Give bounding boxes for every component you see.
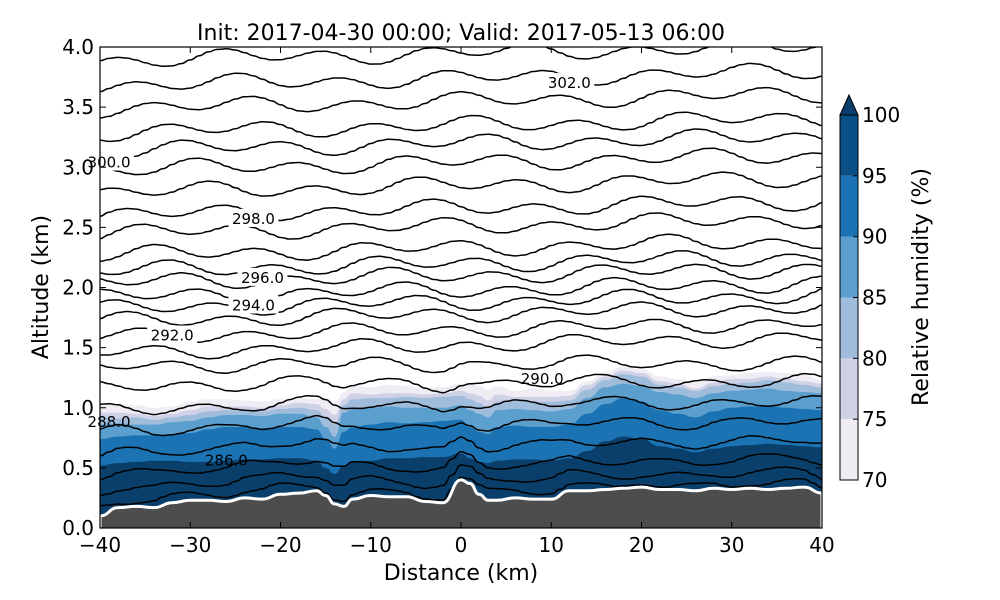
colorbar: 70 75 80 85 90 95 100	[839, 93, 900, 492]
contour-label: 296.0	[237, 267, 288, 287]
theta-contour-line	[100, 62, 822, 93]
y-tick-label: 1.0	[62, 396, 94, 420]
y-tick-label: 2.5	[62, 215, 94, 239]
potential-temperature-contours	[100, 47, 822, 507]
colorbar-tick-label: 85	[862, 286, 887, 310]
theta-contour-line	[100, 233, 822, 263]
theta-contour-line	[100, 450, 822, 481]
svg-text:288.0: 288.0	[88, 413, 131, 431]
contour-label: 300.0	[84, 152, 135, 171]
theta-contour-line	[100, 195, 822, 222]
theta-contour-line	[100, 395, 822, 416]
svg-text:300.0: 300.0	[88, 153, 131, 171]
colorbar-label: Relative humidity (%)	[909, 168, 934, 406]
theta-contour-line	[100, 263, 822, 290]
y-tick-label: 3.5	[62, 95, 94, 119]
y-tick-label: 0.5	[62, 456, 94, 480]
colorbar-segment	[840, 175, 858, 237]
colorbar-segment	[840, 358, 858, 420]
theta-contour-line	[100, 111, 822, 143]
contour-label: 298.0	[228, 208, 279, 228]
theta-contour-line	[100, 275, 822, 305]
x-tick-label: −10	[350, 533, 392, 557]
y-tick-label: 2.0	[62, 276, 94, 300]
theta-contour-line	[100, 128, 822, 159]
theta-contour-line	[100, 171, 822, 197]
colorbar-segment	[840, 115, 858, 176]
colorbar-tick-label: 80	[862, 346, 887, 370]
svg-text:290.0: 290.0	[521, 370, 564, 388]
y-tick-label: 3.0	[62, 155, 94, 179]
terrain-fill	[100, 478, 822, 528]
theta-contour-line	[100, 250, 822, 276]
theta-contour-line	[100, 435, 822, 457]
colorbar-tick-label: 75	[862, 407, 887, 431]
x-tick-label: 0	[455, 533, 468, 557]
theta-contour-line	[100, 212, 822, 240]
colorbar-segment	[840, 297, 858, 359]
contour-label: 294.0	[228, 295, 279, 315]
theta-contour-line	[100, 86, 822, 119]
contour-label: 302.0	[544, 73, 595, 92]
svg-text:294.0: 294.0	[232, 297, 275, 315]
x-tick-label: 10	[539, 533, 564, 557]
theta-contour-line	[100, 318, 822, 343]
theta-contour-line	[100, 301, 822, 327]
x-axis-label: Distance (km)	[384, 561, 539, 586]
svg-text:302.0: 302.0	[548, 74, 591, 92]
y-axis: 0.0 0.5 1.0 1.5 2.0 2.5 3.0 3.5 4.0	[62, 35, 822, 540]
svg-text:292.0: 292.0	[151, 327, 194, 345]
theta-contour-line	[100, 372, 822, 394]
svg-text:286.0: 286.0	[205, 452, 248, 470]
theta-contour-line	[100, 288, 822, 316]
theta-contour-line	[100, 147, 822, 176]
colorbar-tick-label: 90	[862, 225, 887, 249]
y-tick-label: 0.0	[62, 516, 94, 540]
theta-contour-line	[100, 332, 822, 360]
x-tick-label: 30	[719, 533, 744, 557]
contour-label: 290.0	[521, 370, 564, 388]
colorbar-segment	[840, 236, 858, 298]
colorbar-tick-label: 95	[862, 164, 887, 188]
contour-label: 286.0	[205, 452, 248, 470]
contour-label: 288.0	[88, 413, 131, 431]
theta-contour-line	[100, 47, 818, 68]
x-tick-label: 20	[629, 533, 654, 557]
x-tick-label: 40	[809, 533, 834, 557]
y-axis-label: Altitude (km)	[29, 215, 54, 359]
x-tick-label: −40	[79, 533, 121, 557]
theta-contour-line	[100, 414, 822, 437]
terrain	[100, 478, 822, 528]
x-tick-label: −30	[169, 533, 211, 557]
colorbar-tick-label: 70	[862, 468, 887, 492]
y-tick-label: 4.0	[62, 35, 94, 59]
svg-text:298.0: 298.0	[232, 210, 275, 228]
y-tick-label: 1.5	[62, 336, 94, 360]
contour-label: 292.0	[147, 325, 198, 345]
x-tick-label: −20	[259, 533, 301, 557]
contour-labels: 286.0 288.0 290.0 292.0 294.0 296.0 298.0 300.0…	[84, 73, 595, 470]
theta-contour-line	[100, 476, 822, 507]
chart-title: Init: 2017-04-30 00:00; Valid: 2017-05-1…	[197, 21, 725, 46]
theta-contour-line	[100, 354, 822, 374]
svg-text:296.0: 296.0	[241, 269, 284, 287]
colorbar-tick-label: 100	[862, 103, 900, 127]
x-axis: −40 −30 −20 −10 0 10 20 30 40	[79, 47, 835, 557]
colorbar-segment	[840, 419, 858, 480]
theta-contour-line	[100, 464, 822, 497]
